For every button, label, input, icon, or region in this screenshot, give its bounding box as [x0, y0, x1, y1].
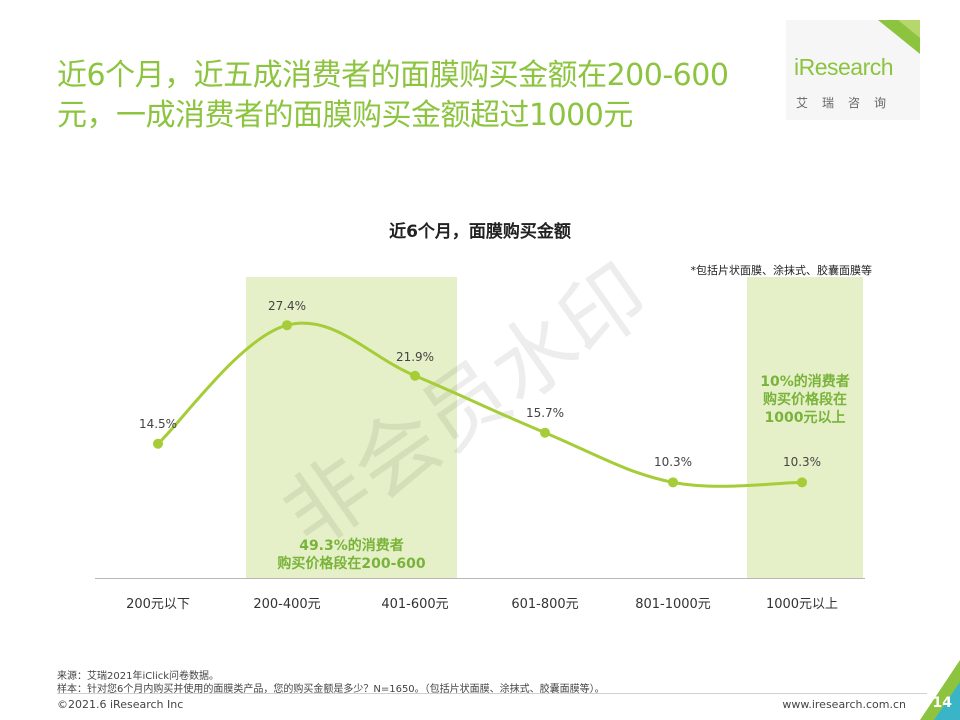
- x-tick-label: 200元以下: [126, 597, 190, 612]
- data-point: [668, 477, 678, 488]
- data-point: [410, 370, 420, 381]
- data-label: 14.5%: [138, 416, 178, 431]
- page-title-line1: 近6个月，近五成消费者的面膜购买金额在200-600: [57, 58, 729, 93]
- corner-triangle-icon: [920, 660, 960, 720]
- chart-note: *包括片状面膜、涂抹式、胶囊面膜等: [690, 264, 873, 277]
- callout-200-600: 49.3%的消费者 购买价格段在200-600: [246, 537, 457, 573]
- logo-leaf-icon: [878, 20, 920, 54]
- sample-note: 样本：针对您6个月内购买并使用的面膜类产品，您的购买金额是多少？N=1650。（…: [57, 684, 605, 695]
- copyright: ©2021.6 iResearch Inc: [57, 698, 184, 711]
- callout-200-600-line1: 49.3%的消费者: [299, 538, 404, 554]
- x-tick-label: 200-400元: [253, 597, 321, 612]
- data-point: [797, 477, 807, 488]
- callout-1000-plus-line1: 10%的消费者: [760, 374, 850, 390]
- logo-background: [786, 20, 920, 120]
- chart-title: 近6个月，面膜购买金额: [389, 222, 571, 242]
- page-title-line2: 元，一成消费者的面膜购买金额超过1000元: [57, 98, 633, 133]
- data-label: 10.3%: [782, 455, 822, 470]
- data-point: [282, 320, 292, 331]
- x-tick-label: 401-600元: [381, 597, 449, 612]
- series-line: [156, 321, 803, 488]
- x-axis-baseline: [95, 578, 865, 579]
- footer-divider: [57, 693, 927, 694]
- data-label: 27.4%: [267, 299, 307, 314]
- iresearch-logo: iResearch 艾瑞咨询: [786, 20, 920, 120]
- website-link[interactable]: www.iresearch.com.cn: [782, 698, 906, 711]
- source-note: 来源：艾瑞2021年iClick问卷数据。: [57, 671, 220, 682]
- callout-1000-plus-line2: 购买价格段在: [763, 392, 847, 408]
- data-point: [153, 438, 163, 449]
- callout-200-600-line2: 购买价格段在200-600: [277, 556, 426, 572]
- callout-1000-plus: 10%的消费者 购买价格段在 1000元以上: [747, 373, 863, 427]
- data-point: [540, 427, 550, 438]
- highlight-band-1000-plus: [747, 277, 863, 578]
- x-tick-label: 1000元以上: [765, 597, 839, 612]
- data-label: 10.3%: [653, 455, 693, 470]
- x-tick-label: 801-1000元: [635, 597, 711, 612]
- logo-wordmark: iResearch: [794, 54, 894, 80]
- page-title: 近6个月，近五成消费者的面膜购买金额在200-600 元，一成消费者的面膜购买金…: [57, 56, 777, 136]
- logo-subtitle: 艾瑞咨询: [796, 96, 901, 110]
- data-label: 21.9%: [395, 349, 435, 364]
- x-tick-label: 601-800元: [511, 597, 579, 612]
- page-number: 14: [932, 695, 952, 711]
- data-label: 15.7%: [525, 405, 565, 420]
- callout-1000-plus-line3: 1000元以上: [764, 410, 846, 426]
